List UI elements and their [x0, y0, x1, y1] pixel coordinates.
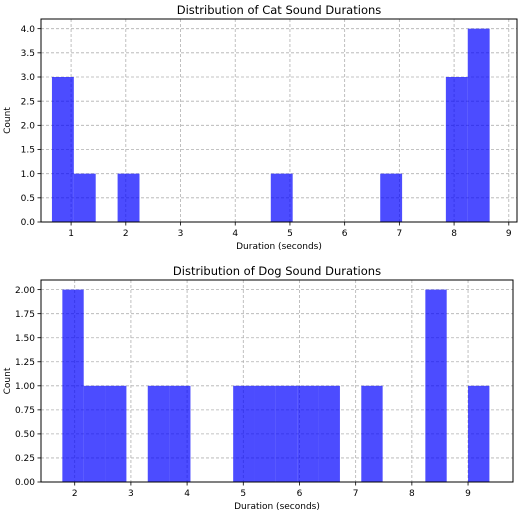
y-tick-label: 2.00	[15, 286, 35, 296]
histogram-bar	[233, 386, 254, 482]
y-tick-label: 0.50	[15, 430, 35, 440]
dog-duration-histogram: 2 3 4 5 6 7 8 9 0.00 0.25 0.50 0.75 1.00 1.25 1.50 1.75…	[3, 264, 513, 512]
histogram-bar	[118, 174, 140, 222]
x-tick-label: 8	[451, 229, 457, 239]
x-tick-label: 8	[409, 489, 415, 499]
y-axis-label: Count	[3, 367, 13, 394]
histogram-bar	[468, 386, 489, 482]
y-axis-label: Count	[3, 107, 13, 134]
y-tick-label: 3.0	[21, 73, 36, 83]
histogram-bar	[74, 174, 96, 222]
x-axis-label: Duration (seconds)	[234, 502, 320, 512]
y-tick-label: 1.25	[15, 358, 35, 368]
y-tick-label: 0.0	[21, 218, 36, 228]
x-tick-label: 6	[342, 229, 348, 239]
chart-title: Distribution of Dog Sound Durations	[173, 264, 381, 278]
histogram-bar	[276, 386, 297, 482]
histogram-bar	[297, 386, 318, 482]
y-tick-label: 0.25	[15, 454, 35, 464]
x-tick-label: 9	[506, 229, 512, 239]
x-tick-label: 3	[178, 229, 184, 239]
histogram-bar	[271, 174, 293, 222]
histogram-bar	[380, 174, 402, 222]
x-tick-label: 2	[72, 489, 78, 499]
x-axis-label: Duration (seconds)	[236, 242, 322, 252]
chart-title: Distribution of Cat Sound Durations	[177, 3, 382, 17]
x-tick-label: 5	[240, 489, 246, 499]
histogram-bar	[361, 386, 382, 482]
histogram-bar	[425, 290, 446, 482]
histogram-bar	[255, 386, 276, 482]
y-tick-label: 1.5	[21, 146, 35, 156]
y-tick-label: 1.00	[15, 382, 35, 392]
y-tick-label: 2.5	[21, 97, 35, 107]
x-tick-label: 1	[68, 229, 74, 239]
histogram-bar	[148, 386, 169, 482]
histogram-bar	[105, 386, 126, 482]
y-tick-label: 0.75	[15, 406, 35, 416]
y-tick-label: 1.0	[21, 170, 36, 180]
histogram-bar	[84, 386, 105, 482]
x-tick-label: 5	[287, 229, 293, 239]
histogram-bar	[52, 77, 74, 222]
x-tick-label: 7	[397, 229, 403, 239]
y-tick-label: 0.00	[15, 478, 35, 488]
y-tick-label: 2.0	[21, 122, 36, 132]
histogram-bar	[319, 386, 340, 482]
x-tick-label: 4	[184, 489, 190, 499]
y-tick-label: 0.5	[21, 194, 35, 204]
histogram-bar	[62, 290, 83, 482]
histogram-bar	[169, 386, 190, 482]
x-tick-label: 6	[297, 489, 303, 499]
histogram-bar	[446, 77, 468, 222]
x-tick-label: 4	[232, 229, 238, 239]
x-tick-label: 9	[465, 489, 471, 499]
x-tick-label: 2	[123, 229, 129, 239]
y-tick-label: 1.50	[15, 334, 35, 344]
x-tick-label: 3	[128, 489, 134, 499]
y-tick-label: 4.0	[21, 25, 36, 35]
histogram-bar	[468, 29, 490, 222]
x-tick-label: 7	[353, 489, 359, 499]
y-tick-label: 1.75	[15, 310, 35, 320]
y-tick-label: 3.5	[21, 49, 35, 59]
cat-duration-histogram: 1 2 3 4 5 6 7 8 9 0.0 0.5 1.0 1.5 2.0 2.5 3.0 3.5 4.0 Dist…	[3, 3, 517, 252]
